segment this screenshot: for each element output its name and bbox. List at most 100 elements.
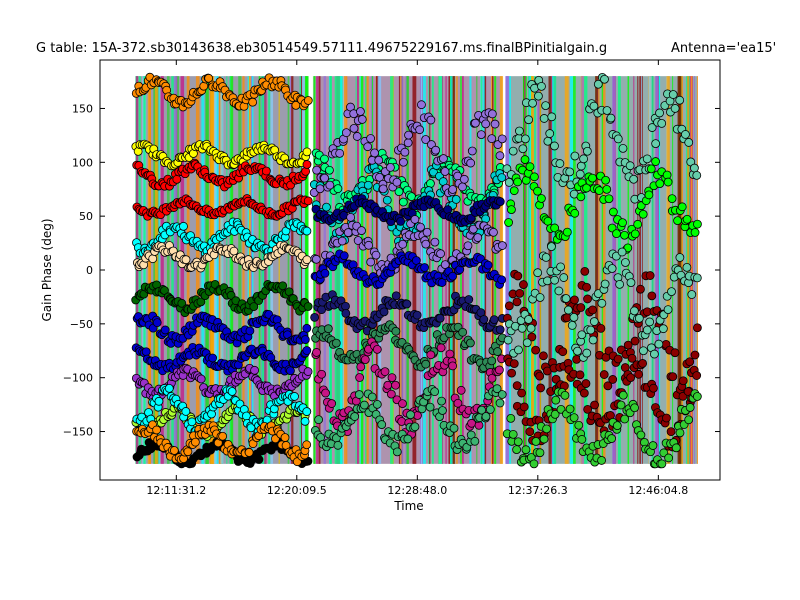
- data-point: [667, 287, 676, 297]
- data-point: [531, 437, 541, 446]
- data-point: [327, 399, 337, 408]
- data-point: [583, 404, 593, 414]
- data-point: [169, 446, 179, 455]
- data-point: [558, 347, 568, 357]
- data-point: [481, 119, 491, 129]
- data-point: [456, 385, 466, 395]
- data-point: [448, 361, 458, 371]
- data-point: [349, 123, 359, 133]
- data-point: [524, 315, 533, 324]
- data-point: [386, 389, 396, 399]
- data-point: [657, 119, 667, 128]
- data-point: [524, 115, 534, 125]
- data-point: [303, 367, 313, 376]
- data-point: [639, 346, 648, 356]
- x-tick-label: 12:11:31.2: [146, 484, 206, 497]
- data-point: [561, 294, 571, 303]
- data-point: [312, 348, 321, 357]
- data-point: [508, 429, 518, 439]
- data-point: [555, 159, 565, 168]
- data-point: [229, 246, 239, 256]
- data-point: [682, 214, 692, 224]
- data-point: [459, 174, 469, 184]
- data-point: [367, 392, 377, 402]
- data-point: [179, 221, 188, 231]
- data-point: [563, 305, 573, 315]
- data-point: [364, 240, 374, 250]
- data-point: [421, 239, 431, 249]
- data-point: [302, 407, 312, 416]
- data-point: [374, 155, 384, 165]
- data-point: [303, 96, 313, 105]
- data-point: [391, 326, 401, 336]
- series-14: [132, 420, 312, 467]
- data-point: [403, 138, 413, 148]
- series-23: [310, 384, 507, 457]
- series-19: [310, 249, 507, 290]
- data-point: [495, 151, 505, 161]
- data-point: [426, 115, 436, 125]
- data-point: [204, 73, 214, 83]
- series-8: [132, 309, 312, 348]
- data-point: [588, 335, 598, 345]
- data-point: [693, 323, 702, 333]
- data-point: [513, 177, 523, 187]
- data-point: [152, 425, 162, 435]
- data-point: [673, 216, 682, 226]
- data-point: [280, 433, 290, 442]
- x-axis-label: Time: [393, 499, 423, 513]
- data-point: [608, 207, 618, 217]
- data-point: [684, 138, 694, 147]
- data-point: [580, 266, 590, 276]
- data-point: [560, 390, 570, 400]
- data-point: [497, 275, 507, 285]
- data-point: [518, 144, 528, 154]
- data-point: [386, 162, 395, 172]
- data-point: [651, 139, 661, 149]
- data-point: [634, 313, 644, 323]
- data-point: [357, 115, 367, 124]
- data-point: [693, 219, 702, 229]
- data-point: [507, 205, 516, 215]
- data-point: [600, 279, 610, 289]
- data-point: [509, 186, 519, 196]
- data-point: [577, 330, 587, 340]
- data-point: [473, 233, 483, 242]
- data-point: [493, 347, 502, 356]
- data-point: [245, 326, 255, 336]
- data-point: [685, 357, 695, 367]
- data-point: [636, 284, 645, 294]
- data-point: [675, 428, 685, 438]
- data-point: [550, 223, 560, 233]
- data-point: [458, 182, 467, 192]
- data-point: [437, 396, 446, 406]
- data-point: [302, 255, 312, 265]
- data-point: [527, 332, 537, 342]
- data-point: [467, 146, 477, 156]
- data-point: [449, 423, 459, 433]
- data-point: [647, 291, 657, 301]
- data-point: [398, 239, 408, 249]
- data-point: [183, 447, 193, 457]
- data-point: [692, 392, 702, 401]
- data-point: [487, 373, 497, 383]
- chart-subtitle: Antenna='ea15': [671, 41, 776, 56]
- data-point: [481, 412, 491, 421]
- data-point: [322, 202, 331, 212]
- data-point: [644, 190, 654, 200]
- data-point: [355, 373, 365, 382]
- data-point: [286, 366, 295, 376]
- data-point: [320, 154, 329, 164]
- data-point: [375, 172, 384, 182]
- data-point: [302, 440, 312, 450]
- data-point: [554, 286, 564, 296]
- data-point: [440, 167, 450, 176]
- data-point: [517, 323, 527, 333]
- data-point: [579, 388, 589, 398]
- data-point: [570, 295, 579, 305]
- data-point: [627, 353, 637, 363]
- data-point: [436, 249, 445, 259]
- data-point: [410, 215, 420, 224]
- data-point: [541, 101, 551, 111]
- data-point: [506, 413, 516, 423]
